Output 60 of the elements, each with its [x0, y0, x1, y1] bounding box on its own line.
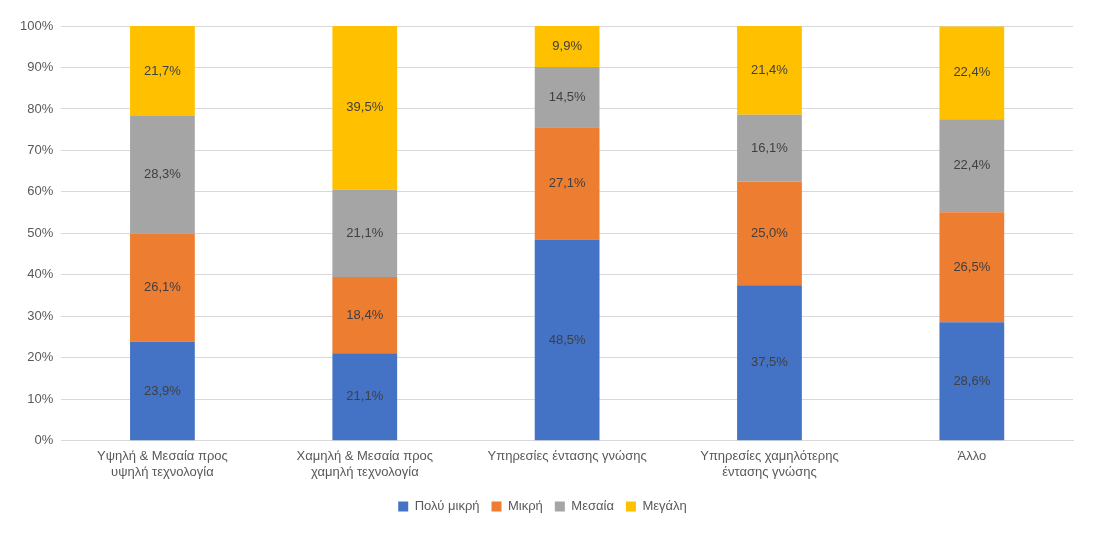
data-label: 26,1% — [143, 279, 182, 295]
y-tick-label: 90% — [27, 59, 54, 75]
data-label: 16,1% — [751, 139, 789, 155]
data-label: 27,1% — [548, 174, 586, 190]
data-label: 22,4% — [953, 157, 991, 173]
bar — [939, 212, 1005, 323]
legend-label: Πολύ μικρή — [414, 498, 480, 514]
legend-label: Μικρή — [508, 498, 543, 514]
data-label: 28,6% — [953, 372, 991, 388]
data-label: 14,5% — [548, 88, 586, 104]
y-tick-label: 60% — [27, 183, 54, 199]
x-tick-label: Άλλο — [957, 448, 987, 464]
data-label: 23,9% — [143, 382, 182, 398]
legend-label: Μεγάλη — [642, 498, 687, 514]
bar — [130, 233, 195, 342]
y-tick-label: 80% — [27, 100, 54, 116]
bar — [534, 67, 600, 128]
y-tick-label: 0% — [34, 432, 54, 448]
bar — [130, 116, 195, 234]
bar — [737, 285, 802, 441]
y-tick-label: 100% — [20, 17, 54, 33]
bar — [737, 26, 802, 115]
bar — [939, 322, 1005, 441]
data-label: 26,5% — [953, 258, 991, 274]
data-label: 21,4% — [751, 61, 789, 77]
x-tick-label: Υπηρεσίες έντασης γνώσης — [487, 448, 647, 464]
bar — [332, 189, 398, 277]
y-tick-label: 20% — [27, 349, 54, 365]
y-tick-label: 70% — [27, 142, 54, 158]
y-tick-label: 30% — [27, 307, 54, 323]
bar — [332, 353, 398, 441]
bar — [737, 181, 802, 286]
data-label: 48,5% — [548, 331, 586, 347]
bar — [130, 341, 195, 441]
bar — [332, 26, 398, 190]
bar — [939, 119, 1005, 213]
data-label: 21,7% — [143, 62, 182, 78]
x-tick-label: Υψηλή & Μεσαία προς υψηλή τεχνολογία — [97, 448, 228, 479]
bar — [332, 276, 398, 354]
data-label: 9,9% — [552, 38, 583, 54]
y-tick-label: 50% — [27, 224, 54, 240]
data-label: 18,4% — [346, 306, 384, 322]
data-label: 22,4% — [953, 64, 991, 80]
data-label: 28,3% — [143, 166, 182, 182]
bar — [534, 26, 600, 68]
bar — [939, 26, 1005, 120]
bar — [130, 26, 195, 117]
legend-label: Μεσαία — [571, 498, 615, 514]
bar — [534, 127, 600, 240]
data-label: 25,0% — [751, 224, 789, 240]
x-tick-label: Χαμηλή & Μεσαία προς χαμηλή τεχνολογία — [296, 448, 434, 479]
data-label: 39,5% — [346, 99, 384, 115]
data-label: 21,1% — [346, 224, 384, 240]
bar — [534, 239, 600, 441]
data-label: 21,1% — [346, 388, 384, 404]
y-tick-label: 10% — [27, 390, 54, 406]
bar — [737, 114, 802, 182]
y-tick-label: 40% — [27, 266, 54, 282]
x-tick-label: Υπηρεσίες χαμηλότερης έντασης γνώσης — [700, 448, 839, 479]
data-label: 37,5% — [751, 354, 789, 370]
